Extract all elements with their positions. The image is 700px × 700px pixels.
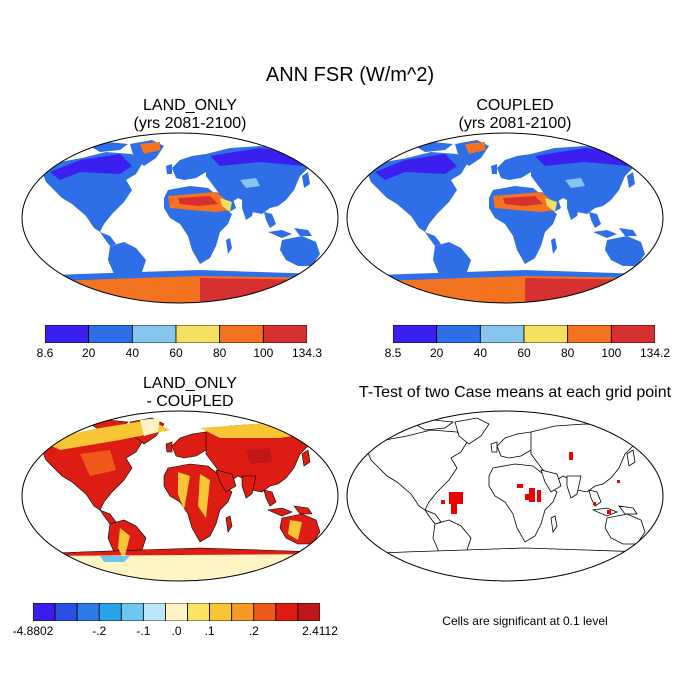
colorbar-swatch <box>54 603 78 621</box>
colorbar-label: 80 <box>212 346 227 360</box>
colorbar-label: 60 <box>169 346 183 360</box>
colorbar-label: 20 <box>429 346 444 360</box>
colorbar-swatch <box>523 325 569 343</box>
panel-title-line2: (yrs 2081-2100) <box>458 115 572 132</box>
colorbar-swatch <box>45 325 90 343</box>
colorbar-swatch <box>436 325 481 343</box>
colorbar-swatch <box>131 325 177 343</box>
main-title: ANN FSR (W/m^2) <box>265 64 435 86</box>
panel-title-land-only: LAND_ONLY (yrs 2081-2100) <box>25 97 355 133</box>
globe-outline <box>21 410 339 582</box>
colorbar-label: 40 <box>125 346 140 360</box>
colorbar-swatch <box>165 603 188 621</box>
colorbar-swatch <box>567 325 612 343</box>
panel-title-line1: LAND_ONLY <box>143 375 237 392</box>
colorbar-label: 2.4112 <box>302 624 338 638</box>
colorbar-swatch <box>187 603 211 621</box>
colorbar-swatch <box>33 603 56 621</box>
colorbar-label: 20 <box>81 346 96 360</box>
ttest-map <box>346 410 664 582</box>
colorbar-label: .0 <box>171 624 182 638</box>
panel-title-line1: COUPLED <box>476 97 554 114</box>
colorbar-swatch <box>88 325 133 343</box>
significant-cells <box>441 452 620 514</box>
colorbar-label: 80 <box>560 346 575 360</box>
colorbar-label: -4.8802 <box>12 624 54 638</box>
difference-map <box>21 410 339 582</box>
colorbar-label: 134.3 <box>291 346 323 360</box>
colorbar-swatch <box>209 603 233 621</box>
colorbar-swatch <box>175 325 221 343</box>
panel-title-line2: - COUPLED <box>146 393 234 410</box>
colorbar-swatch <box>262 325 307 343</box>
colorbar-label: .2 <box>248 624 259 638</box>
colorbar-swatch <box>76 603 100 621</box>
significance-note: Cells are significant at 0.1 level <box>442 614 608 628</box>
land-only-colorbar-labels: 8.6 20 40 60 80 100 134.3 <box>37 346 322 362</box>
colorbar-swatch <box>142 603 166 621</box>
difference-colorbar <box>33 603 320 621</box>
panel-title-line1: LAND_ONLY <box>143 97 237 114</box>
colorbar-swatch <box>610 325 655 343</box>
panel-title-difference: LAND_ONLY - COUPLED <box>25 375 355 411</box>
colorbar-swatch <box>120 603 144 621</box>
colorbar-swatch <box>297 603 320 621</box>
difference-colorbar-labels: -4.8802 -.2 -.1 .0 .1 .2 2.4112 <box>13 624 338 640</box>
colorbar-swatch <box>275 603 299 621</box>
colorbar-label: 134.2 <box>639 346 671 360</box>
land-only-map <box>21 132 339 304</box>
colorbar-label: 100 <box>601 346 622 360</box>
colorbar-label: -.1 <box>136 624 151 638</box>
sahara-arabia-high-values <box>493 178 585 212</box>
panel-title-coupled: COUPLED (yrs 2081-2100) <box>350 97 680 133</box>
globe-outline <box>346 410 664 582</box>
globe-outline <box>21 132 339 304</box>
colorbar-swatch <box>479 325 525 343</box>
colorbar-label: .1 <box>204 624 215 638</box>
coupled-colorbar <box>393 325 655 343</box>
land-only-colorbar <box>45 325 307 343</box>
colorbar-swatch <box>219 325 264 343</box>
globe-outline <box>346 132 664 304</box>
colorbar-swatch <box>253 603 277 621</box>
coupled-map <box>346 132 664 304</box>
colorbar-label: 40 <box>473 346 488 360</box>
colorbar-swatch <box>393 325 438 343</box>
panel-title-line1: T-Test of two Case means at each grid po… <box>358 384 672 401</box>
sahara-arabia-high-values <box>168 178 260 212</box>
colorbar-label: 8.6 <box>36 346 54 360</box>
panel-title-line2: (yrs 2081-2100) <box>133 115 247 132</box>
colorbar-label: -.2 <box>92 624 107 638</box>
colorbar-label: 60 <box>517 346 531 360</box>
colorbar-swatch <box>231 603 255 621</box>
coupled-colorbar-labels: 8.5 20 40 60 80 100 134.2 <box>385 346 670 362</box>
colorbar-label: 100 <box>253 346 274 360</box>
colorbar-swatch <box>98 603 122 621</box>
panel-title-ttest: T-Test of two Case means at each grid po… <box>345 384 685 402</box>
colorbar-label: 8.5 <box>384 346 402 360</box>
